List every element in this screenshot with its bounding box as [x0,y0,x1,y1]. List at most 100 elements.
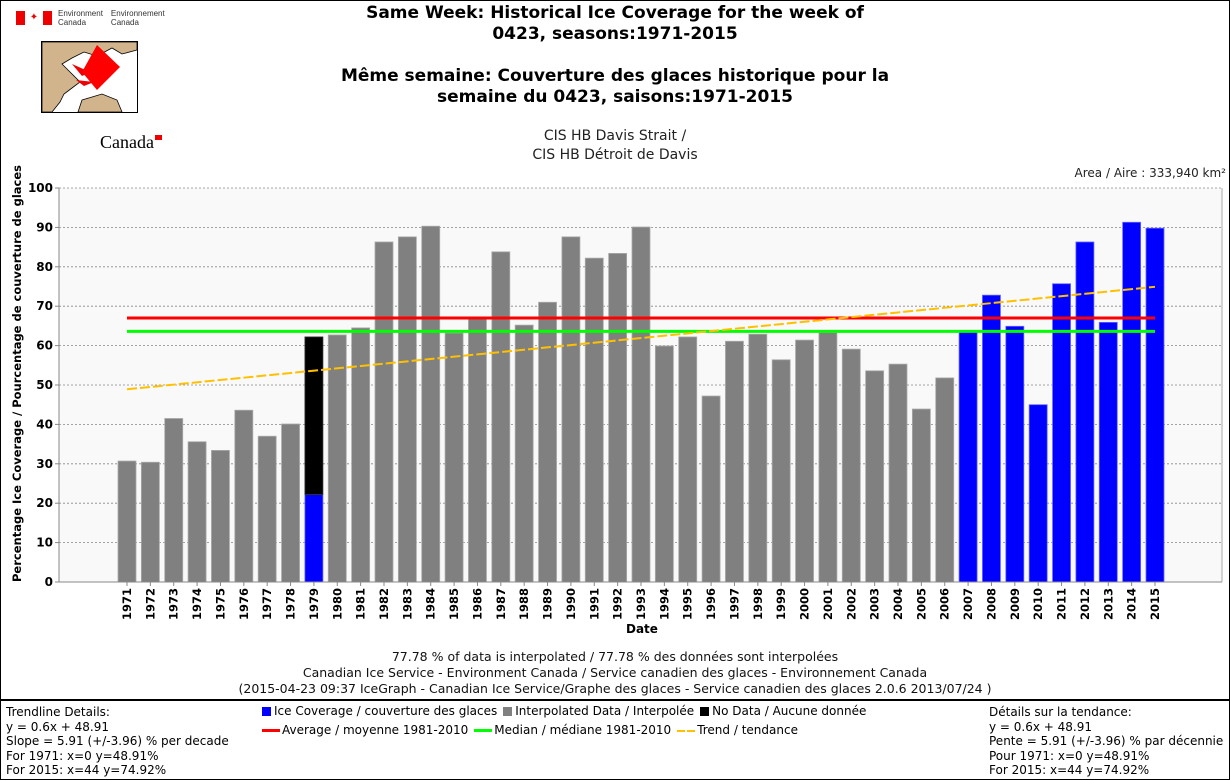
x-tick-label: 1983 [400,588,414,620]
x-tick-label: 1980 [330,588,344,620]
legend-label: Interpolated Data / Interpolée [515,704,695,718]
x-tick-label: 1971 [120,588,134,620]
x-tick-label: 1974 [190,588,204,620]
y-tick-label: 40 [36,417,53,431]
y-tick-label: 20 [36,496,53,510]
bar-interp-1995 [678,336,698,583]
bar-interp-2002 [841,348,861,583]
wordmark-flag-icon [154,135,162,140]
trend-fr-line: Pente = 5.91 (+/-3.96) % par décennie [989,734,1224,748]
x-tick-label: 1989 [541,588,555,620]
trend-en-line: Slope = 5.91 (+/-3.96) % per decade [6,734,229,748]
bar-interp-1977 [257,435,277,583]
legend-label: Ice Coverage / couverture des glaces [274,704,498,718]
region-map-thumbnail [41,41,138,113]
trend-fr-line: y = 0.6x + 48.91 [989,719,1093,734]
bar-interp-1974 [187,441,207,583]
bar-ice-2015 [1145,227,1165,583]
x-tick-label: 1999 [774,588,788,620]
region-name: CIS HB Davis Strait / CIS HB Détroit de … [415,127,815,165]
nodata-swatch-icon [700,707,710,716]
bar-interp-1983 [397,236,417,583]
legend-item-median: Median / médiane 1981-2010 [474,721,671,740]
x-tick-label: 2012 [1078,588,1092,620]
legend-item-ice: Ice Coverage / couverture des glaces [262,702,497,721]
trendline-details-en: Trendline Details: y = 0.6x + 48.91 Slop… [6,705,229,778]
credit-note: Canadian Ice Service - Environment Canad… [302,665,928,680]
bar-interp-1994 [654,345,674,583]
x-tick-label: 2011 [1055,588,1069,620]
legend-label: Average / moyenne 1981-2010 [282,723,469,737]
title-en-line1: Same Week: Historical Ice Coverage for t… [366,3,864,23]
title-fr: Même semaine: Couverture des glaces hist… [340,66,890,108]
bar-interp-1989 [538,301,557,583]
bar-ice-2007 [958,331,978,583]
area-label: Area / Aire : 333,940 km² [1074,166,1226,180]
median-line-icon [474,729,493,732]
x-tick-label: 1998 [751,588,765,620]
bar-ice-2008 [982,294,1001,583]
org-fr-1: Environnement [110,9,165,18]
x-tick-label: 2004 [891,588,905,620]
x-tick-label: 2003 [868,588,882,620]
trend-en-line: y = 0.6x + 48.91 [6,719,110,734]
average-line-icon [262,729,280,732]
bar-interp-1985 [444,332,464,583]
x-tick-label: 1972 [143,588,157,620]
interpolated-note: 77.78 % of data is interpolated / 77.78 … [391,649,839,664]
x-tick-label: 1978 [284,588,298,620]
bar-interp-1990 [561,236,581,583]
x-tick-label: 1984 [424,588,438,620]
x-tick-label: 2015 [1148,588,1162,620]
legend-label: Median / médiane 1981-2010 [494,723,672,737]
footer-divider [0,699,1230,701]
bar-interp-1988 [514,324,534,583]
y-tick-label: 0 [45,575,53,589]
trendline-details-fr: Détails sur la tendance: y = 0.6x + 48.9… [989,705,1223,778]
x-tick-label: 1994 [657,588,671,620]
bar-interp-1975 [211,450,230,583]
bar-ice-2014 [1122,221,1142,583]
environment-canada-logo: ✦ Environment Canada Environnement Canada [16,9,165,27]
x-tick-label: 1993 [634,588,648,620]
bar-interp-2004 [888,363,908,583]
x-tick-label: 2007 [961,588,975,620]
x-tick-label: 1976 [237,588,251,620]
x-tick-label: 2006 [938,588,952,620]
bar-interp-1986 [468,318,487,583]
x-tick-label: 1975 [213,588,227,620]
x-tick-label: 1977 [260,588,274,620]
bar-interp-1991 [584,257,604,583]
x-axis-label: Date [626,622,658,636]
bar-interp-1971 [117,460,137,583]
bar-interp-1980 [327,334,347,583]
trend-line-icon [677,729,696,732]
legend-item-trend: Trend / tendance [677,721,798,740]
bar-interp-1982 [374,241,394,583]
chart-legend: Ice Coverage / couverture des glaces Int… [262,702,872,740]
x-tick-label: 1985 [447,588,461,620]
bar-interp-1978 [281,423,300,583]
title-en-line2: 0423, seasons:1971-2015 [492,24,738,44]
x-tick-label: 1995 [681,588,695,620]
x-tick-label: 2001 [821,588,835,620]
bar-interp-1972 [140,461,160,583]
bar-interp-1993 [631,226,651,583]
bar-interp-2003 [865,370,885,583]
x-tick-label: 1982 [377,588,391,620]
trend-fr-line: Détails sur la tendance: [989,705,1132,719]
trend-en-line: For 1971: x=0 y=48.91% [6,748,159,763]
bar-nodata-1979 [304,336,324,495]
x-tick-label: 1996 [704,588,718,620]
x-tick-label: 2005 [914,588,928,620]
x-tick-label: 1979 [307,588,321,620]
x-tick-label: 2008 [984,588,998,620]
x-tick-label: 1981 [354,588,368,620]
title-en: Same Week: Historical Ice Coverage for t… [340,3,890,45]
bar-interp-2005 [911,408,931,583]
x-tick-label: 2009 [1008,588,1022,620]
x-tick-label: 2000 [798,588,812,620]
y-tick-label: 80 [36,260,53,274]
org-en-2: Canada [58,18,87,27]
x-tick-label: 1986 [470,588,484,620]
